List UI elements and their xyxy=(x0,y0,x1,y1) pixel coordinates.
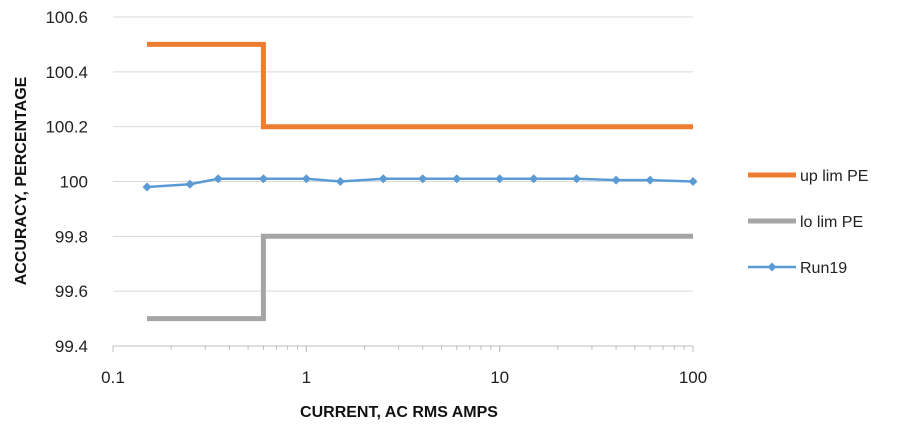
series-line-1 xyxy=(147,233,693,322)
series-2-point-9 xyxy=(495,174,505,184)
legend-label-2: Run19 xyxy=(800,260,847,277)
y-tick-label-6: 100.6 xyxy=(45,8,88,27)
y-tick-label-1: 99.6 xyxy=(55,282,88,301)
y-axis-title: ACCURACY, PERCENTAGE xyxy=(13,76,30,285)
legend-label-0: up lim PE xyxy=(800,168,868,185)
series-2-point-8 xyxy=(452,174,462,184)
series-2-point-12 xyxy=(611,175,621,185)
y-axis-tick-labels: 99.4 99.6 99.8 100 100.2 100.4 100.6 xyxy=(45,8,88,356)
y-tick-label-5: 100.4 xyxy=(45,63,88,82)
series-2-point-10 xyxy=(529,174,539,184)
series-2-point-4 xyxy=(301,174,311,184)
legend-label-1: lo lim PE xyxy=(800,214,863,231)
x-tick-label-2: 10 xyxy=(490,368,509,387)
series-2-point-6 xyxy=(378,174,388,184)
y-tick-label-4: 100.2 xyxy=(45,118,88,137)
legend: up lim PE lo lim PE Run19 xyxy=(748,168,868,277)
x-axis xyxy=(112,345,694,352)
x-tick-label-3: 100 xyxy=(679,368,707,387)
series-lines xyxy=(142,41,698,322)
series-2-point-14 xyxy=(688,177,698,186)
series-2-point-13 xyxy=(645,175,655,185)
x-axis-title: CURRENT, AC RMS AMPS xyxy=(300,404,498,421)
series-2-point-3 xyxy=(258,174,268,184)
series-2-point-0 xyxy=(142,182,152,192)
y-tick-label-2: 99.8 xyxy=(55,227,88,246)
series-2-point-11 xyxy=(572,174,582,184)
legend-marker-2 xyxy=(767,262,777,272)
series-2-point-7 xyxy=(418,174,428,184)
x-tick-label-0: 0.1 xyxy=(101,368,125,387)
series-line-0 xyxy=(147,41,693,130)
x-axis-tick-labels: 0.1 1 10 100 xyxy=(101,368,707,387)
series-2-point-1 xyxy=(185,179,195,189)
y-tick-label-0: 99.4 xyxy=(55,337,88,356)
y-tick-label-3: 100 xyxy=(60,173,88,192)
series-2-point-2 xyxy=(213,174,223,184)
series-2-point-5 xyxy=(335,177,345,186)
x-tick-label-1: 1 xyxy=(302,368,311,387)
